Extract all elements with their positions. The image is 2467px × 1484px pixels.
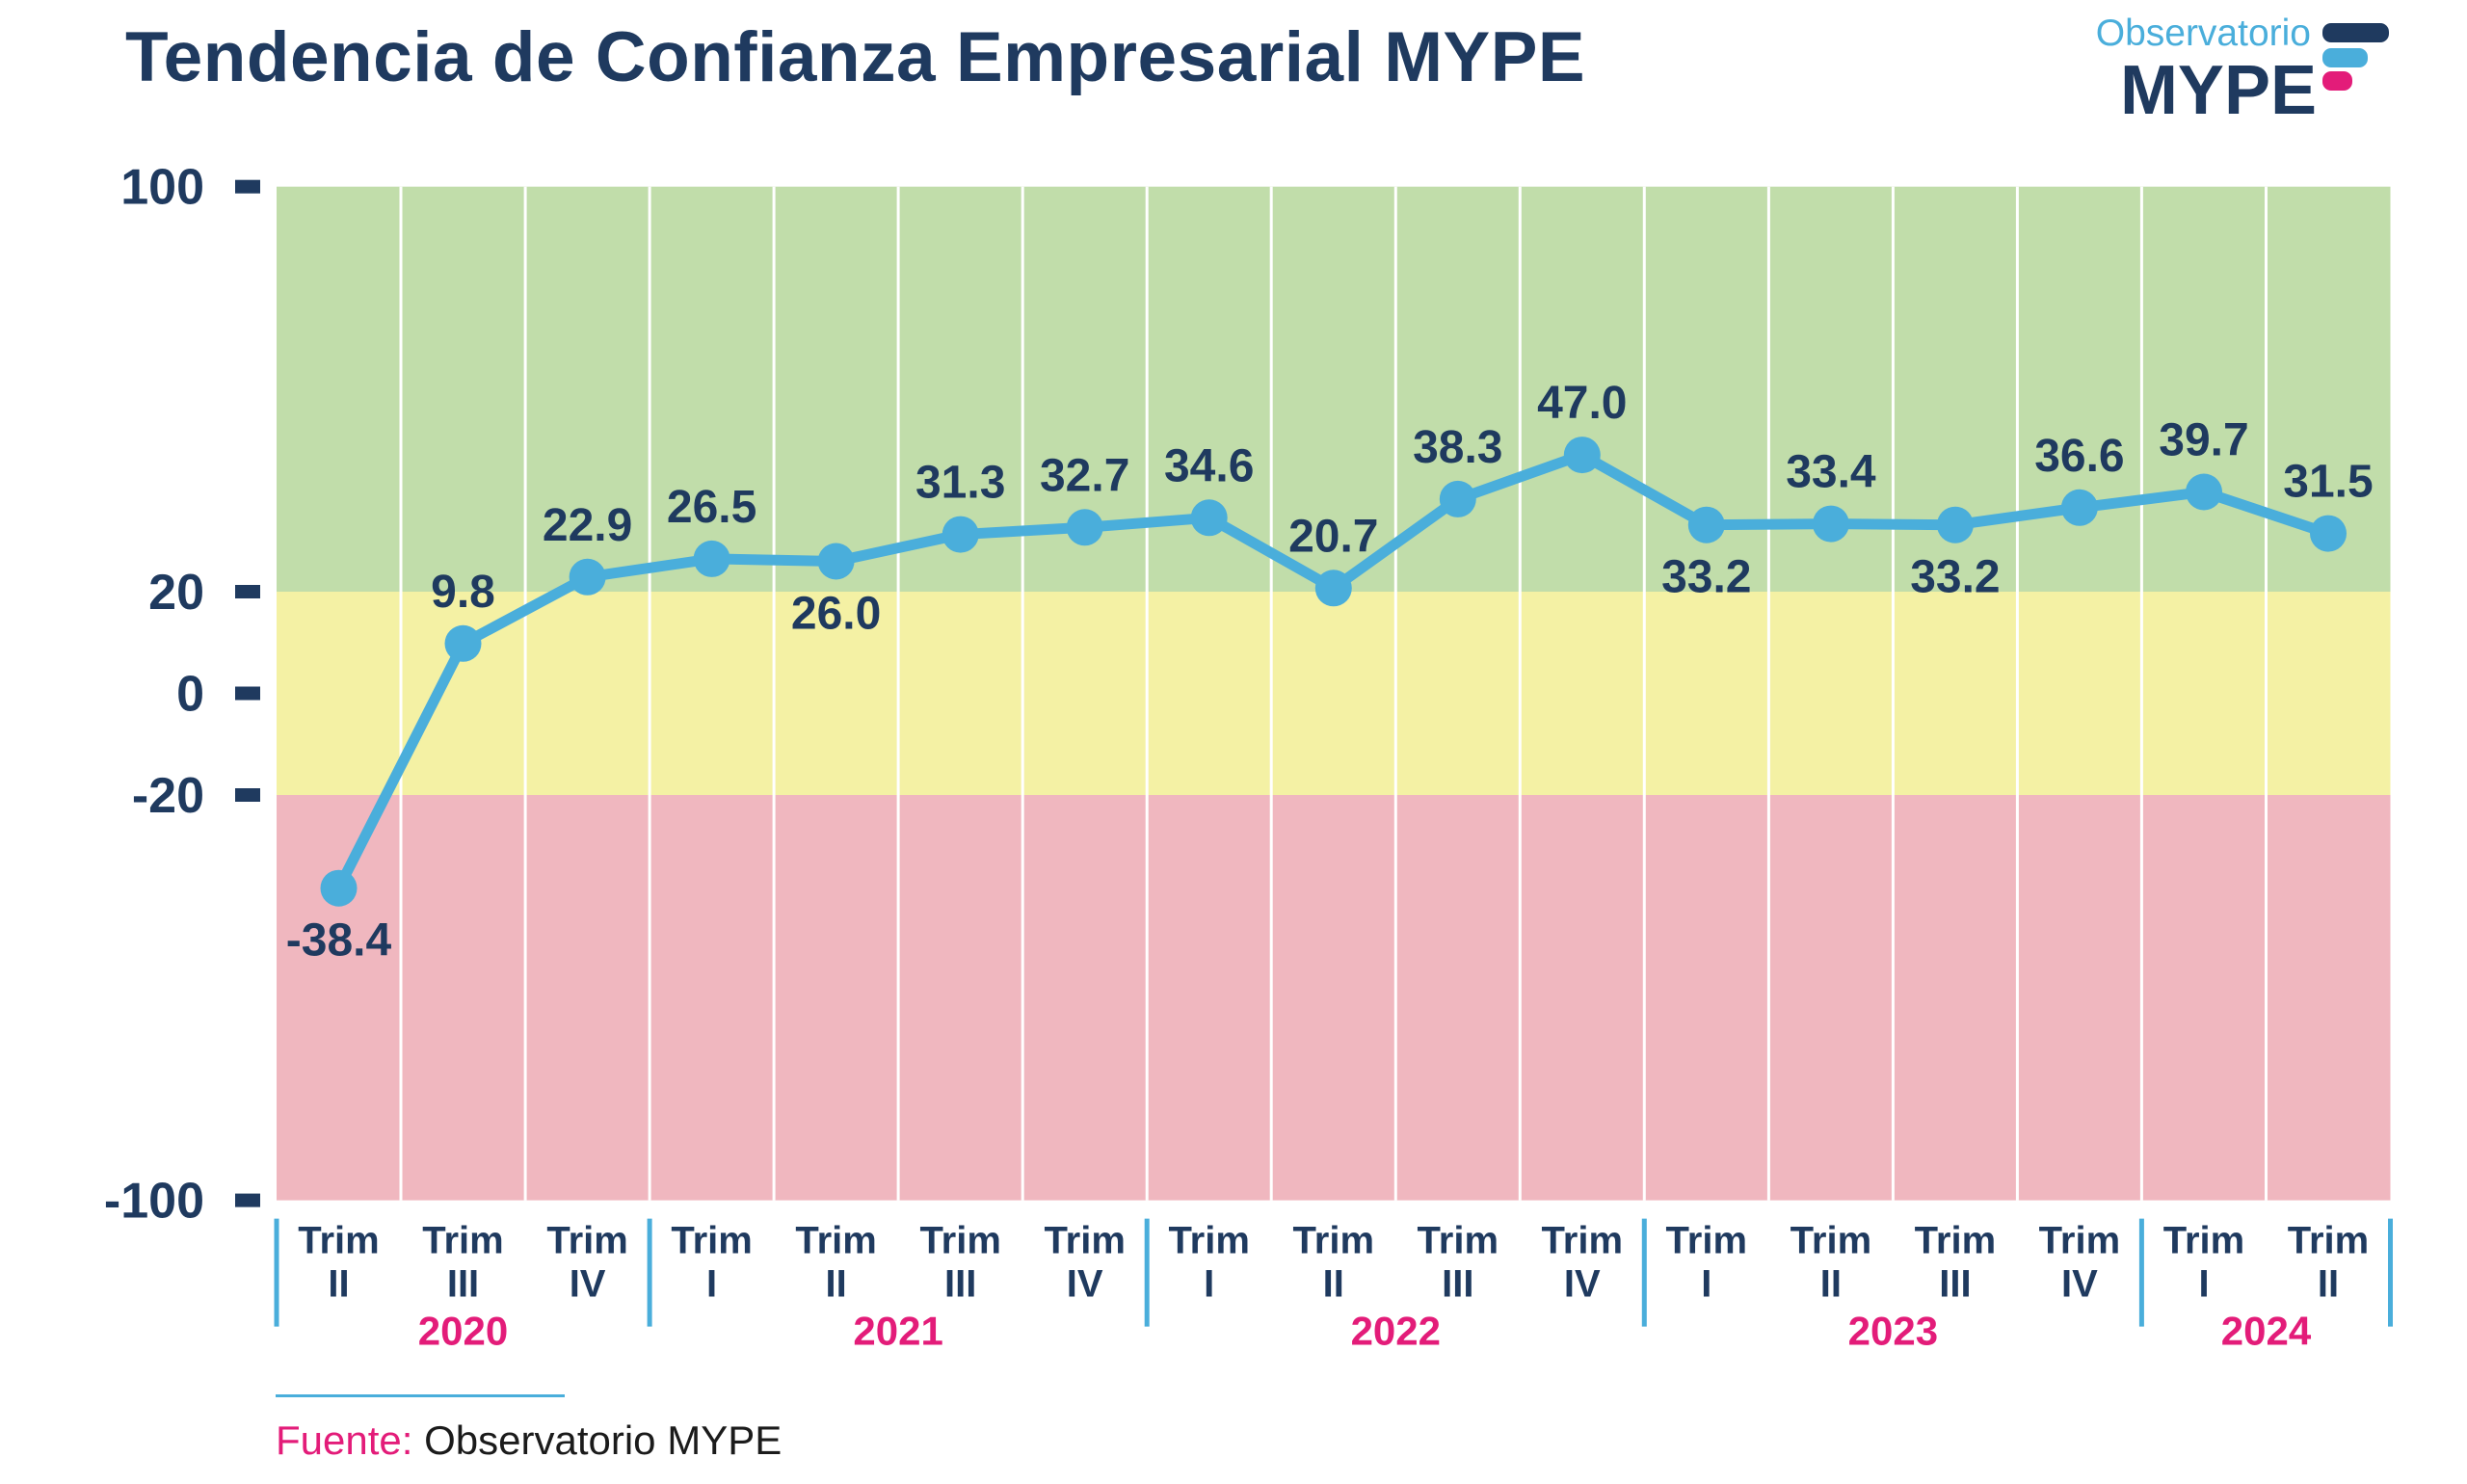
svg-text:34.6: 34.6 — [1164, 440, 1254, 491]
svg-text:IV: IV — [1564, 1263, 1601, 1306]
svg-text:I: I — [1204, 1263, 1214, 1306]
svg-text:0: 0 — [176, 667, 204, 723]
svg-text:Trim: Trim — [2288, 1220, 2369, 1262]
svg-text:Trim: Trim — [546, 1220, 627, 1262]
svg-text:Trim: Trim — [422, 1220, 503, 1262]
svg-text:33.4: 33.4 — [1786, 447, 1876, 498]
svg-text:Trim: Trim — [1791, 1220, 1871, 1262]
svg-text:III: III — [1939, 1263, 1971, 1306]
svg-text:Trim: Trim — [1666, 1220, 1747, 1262]
svg-text:9.8: 9.8 — [431, 567, 495, 618]
svg-text:III: III — [1442, 1263, 1473, 1306]
svg-text:22.9: 22.9 — [543, 500, 632, 551]
svg-text:100: 100 — [120, 160, 204, 216]
svg-text:33.2: 33.2 — [1910, 552, 2000, 603]
svg-text:I: I — [1701, 1263, 1711, 1306]
svg-text:39.7: 39.7 — [2159, 415, 2248, 466]
svg-text:Trim: Trim — [919, 1220, 1000, 1262]
svg-text:II: II — [1820, 1263, 1842, 1306]
svg-text:II: II — [825, 1263, 846, 1306]
svg-text:20.7: 20.7 — [1288, 511, 1378, 562]
svg-text:26.5: 26.5 — [667, 482, 756, 533]
svg-text:2023: 2023 — [1848, 1309, 1938, 1354]
svg-text:I: I — [2198, 1263, 2209, 1306]
svg-text:Trim: Trim — [795, 1220, 876, 1262]
svg-text:III: III — [447, 1263, 479, 1306]
svg-text:31.3: 31.3 — [915, 458, 1005, 509]
svg-text:2022: 2022 — [1351, 1309, 1441, 1354]
svg-text:Trim: Trim — [2039, 1220, 2120, 1262]
svg-text:31.5: 31.5 — [2283, 457, 2373, 508]
svg-text:Trim: Trim — [1418, 1220, 1499, 1262]
svg-text:II: II — [328, 1263, 349, 1306]
svg-text:38.3: 38.3 — [1413, 422, 1502, 473]
svg-text:Trim: Trim — [671, 1220, 752, 1262]
svg-text:2020: 2020 — [418, 1309, 508, 1354]
svg-text:33.2: 33.2 — [1661, 552, 1751, 603]
svg-text:Trim: Trim — [298, 1220, 379, 1262]
svg-text:Trim: Trim — [1293, 1220, 1374, 1262]
svg-text:II: II — [2318, 1263, 2339, 1306]
svg-text:-38.4: -38.4 — [286, 915, 392, 967]
svg-text:Trim: Trim — [2163, 1220, 2244, 1262]
svg-text:26.0: 26.0 — [791, 589, 881, 640]
svg-text:Trim: Trim — [1542, 1220, 1623, 1262]
svg-text:Trim: Trim — [1168, 1220, 1249, 1262]
svg-text:Trim: Trim — [1915, 1220, 1996, 1262]
svg-text:II: II — [1323, 1263, 1344, 1306]
svg-text:III: III — [944, 1263, 976, 1306]
svg-text:36.6: 36.6 — [2034, 431, 2124, 482]
svg-text:20: 20 — [148, 565, 204, 621]
svg-text:2024: 2024 — [2221, 1309, 2312, 1354]
svg-text:I: I — [706, 1263, 717, 1306]
svg-text:IV: IV — [1067, 1263, 1103, 1306]
svg-text:Trim: Trim — [1044, 1220, 1125, 1262]
svg-text:-20: -20 — [132, 768, 204, 824]
svg-text:-100: -100 — [104, 1174, 204, 1230]
svg-text:47.0: 47.0 — [1537, 378, 1627, 429]
svg-text:IV: IV — [570, 1263, 606, 1306]
svg-text:32.7: 32.7 — [1040, 450, 1129, 501]
svg-text:2021: 2021 — [853, 1309, 942, 1354]
svg-text:IV: IV — [2061, 1263, 2098, 1306]
